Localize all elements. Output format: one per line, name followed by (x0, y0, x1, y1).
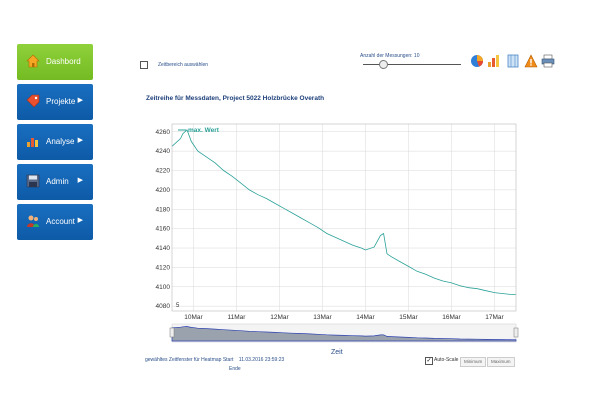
navigator-right-handle[interactable] (513, 327, 519, 338)
sidebar-item-label: Account (46, 217, 75, 226)
y-tick-label: 4080 (156, 303, 171, 310)
chevron-right-icon: ▶ (77, 97, 83, 104)
x-tick-label: 16Mar (442, 314, 461, 321)
navigator-left-handle[interactable] (169, 327, 175, 338)
x-tick-label: 11Mar (228, 314, 247, 321)
y-tick-label: 4180 (156, 206, 171, 213)
plot-area (171, 123, 517, 312)
printer-icon[interactable] (541, 54, 555, 68)
heatmap-range-row: gewähltes Zeitfenster für Heatmap Start … (145, 357, 284, 363)
home-icon (26, 54, 40, 68)
sidebar-item-label: Projekte (46, 97, 76, 106)
sidebar-item-projekte[interactable]: Projekte ▶ (17, 84, 93, 120)
y-tick-label: 4220 (156, 168, 171, 175)
chart-title: Zeitreihe für Messdaten, Project 5022 Ho… (146, 95, 325, 102)
bar-chart-icon (27, 138, 38, 147)
heatmap-label: gewähltes Zeitfenster für Heatmap (145, 357, 222, 363)
y-axis-ticks: 4080 4100 4120 4140 4160 4180 4200 4220 4240 4260 (156, 129, 171, 310)
y-tick-label: 4120 (156, 264, 171, 271)
y-tick-label: 4200 (156, 187, 171, 194)
x-tick-label: 10Mar (184, 314, 203, 321)
corner-label: 5 (176, 303, 180, 309)
start-value: 11.03.2016 23:59:23 (238, 357, 285, 363)
chevron-right-icon: ▶ (77, 217, 83, 224)
start-label: Start (222, 357, 234, 363)
sidebar-item-label: Admin (46, 177, 69, 186)
x-tick-label: 14Mar (356, 314, 375, 321)
pie-chart-icon[interactable] (470, 54, 484, 68)
grid-icon[interactable] (506, 54, 520, 68)
sidebar-item-dashboard[interactable]: Dashbord (17, 44, 93, 80)
y-tick-label: 4260 (156, 129, 171, 136)
measurements-slider-knob[interactable] (379, 60, 388, 69)
y-tick-label: 4160 (156, 226, 171, 233)
chevron-right-icon: ▶ (77, 137, 83, 144)
maximum-button[interactable]: Maximum (487, 357, 515, 367)
time-range-label: Zeitbereich auswählen (158, 62, 209, 68)
time-range-checkbox[interactable] (140, 61, 148, 69)
floppy-disk-icon (26, 174, 40, 188)
minimum-button[interactable]: Minimum (460, 357, 487, 367)
end-label: Ende (229, 366, 241, 372)
chevron-right-icon: ▶ (77, 177, 83, 184)
x-axis-label: Zeit (331, 349, 343, 356)
sidebar-item-label: Dashbord (46, 57, 81, 66)
y-tick-label: 4240 (156, 148, 171, 155)
x-axis-ticks: 10Mar 11Mar 12Mar 13Mar 14Mar 15Mar 16Mar 17Mar (184, 314, 504, 321)
auto-scale-checkbox[interactable]: ✓ (425, 357, 433, 365)
x-tick-label: 12Mar (270, 314, 289, 321)
auto-scale-label: Auto-Scale (434, 357, 459, 363)
y-tick-label: 4140 (156, 245, 171, 252)
measurements-label: Anzahl der Messungen: 10 (360, 53, 420, 59)
measurements-slider-track[interactable] (363, 64, 461, 65)
warning-icon[interactable] (524, 54, 538, 68)
sidebar-item-account[interactable]: Account ▶ (17, 204, 93, 240)
navigator-series (171, 326, 517, 342)
chart-grid (172, 124, 516, 311)
sidebar-item-label: Analyse (46, 137, 75, 146)
sidebar-item-analyse[interactable]: Analyse ▶ (17, 124, 93, 160)
sidebar-item-admin[interactable]: Admin ▶ (17, 164, 93, 200)
tag-icon (26, 94, 40, 108)
bar-chart-icon[interactable] (487, 54, 501, 68)
series-line-max-wert (171, 129, 516, 295)
legend-label: max. Wert (188, 127, 220, 134)
x-tick-label: 13Mar (313, 314, 332, 321)
y-tick-label: 4100 (156, 284, 171, 291)
users-icon (27, 215, 39, 227)
x-tick-label: 17Mar (485, 314, 504, 321)
x-tick-label: 15Mar (399, 314, 418, 321)
